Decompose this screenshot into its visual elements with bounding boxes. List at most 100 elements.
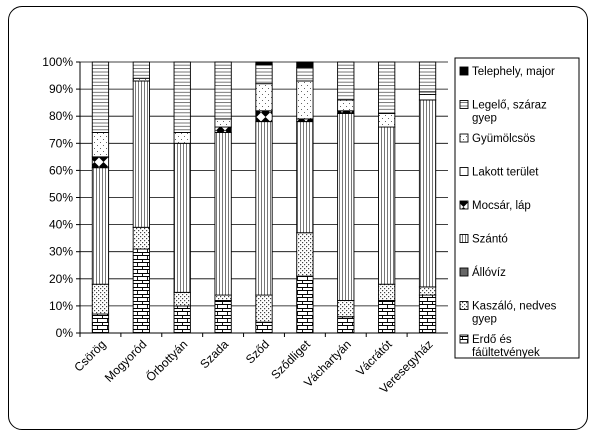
- legend-label: Erdő és fáültetvények: [472, 334, 540, 359]
- legend-swatch: [459, 133, 469, 143]
- legend-swatch: [459, 267, 469, 277]
- legend-swatch: [459, 334, 469, 344]
- bar-csorog: [91, 61, 110, 334]
- bar-segment-gyumolcsos: [214, 118, 232, 128]
- axes: [79, 62, 448, 334]
- x-tick-label: Mogyoród: [102, 337, 150, 385]
- bar-segment-legelo-szaraz-gyep: [378, 61, 396, 114]
- y-tick-label: 80%: [49, 109, 73, 123]
- legend-label: Telephely, major: [472, 66, 555, 78]
- legend-label: Gyümölcsös: [472, 133, 536, 145]
- bar-orbottyan: [173, 61, 191, 334]
- bar-segment-szanto: [91, 167, 110, 285]
- legend-entry-mocsar-lap: Mocsár, láp: [459, 200, 531, 212]
- legend-swatch: [459, 234, 469, 243]
- x-tick-label: Vácrátót: [353, 337, 395, 379]
- legend-entry-kaszalo-nedves-gyep: Kaszáló, nedves gyep: [459, 301, 557, 326]
- legend-label: Lakott terület: [472, 167, 539, 179]
- bar-segment-erdo-es-faultetvenyek: [255, 321, 273, 334]
- bar-vacratot: [378, 61, 396, 334]
- bar-segment-erdo-es-faultetvenyek: [91, 313, 110, 334]
- y-tick-label: 10%: [49, 299, 73, 313]
- y-tick-label: 20%: [49, 272, 73, 286]
- legend-label: Szántó: [472, 234, 508, 246]
- bar-segment-mocsar-lap: [255, 110, 273, 123]
- bar-segment-erdo-es-faultetvenyek: [296, 275, 314, 334]
- bar-segment-szanto: [296, 121, 314, 234]
- bar-szada: [214, 61, 232, 334]
- legend-entry-erdo-es-faultetvenyek: Erdő és fáültetvények: [459, 334, 540, 359]
- bar-segment-kaszalo-nedves-gyep: [132, 226, 150, 250]
- bar-szodliget: [296, 61, 314, 334]
- bar-segment-szanto: [132, 80, 150, 228]
- y-tick-label: 70%: [49, 136, 73, 150]
- legend-box: [454, 57, 580, 359]
- bar-segment-legelo-szaraz-gyep: [173, 61, 191, 133]
- bar-segment-kaszalo-nedves-gyep: [296, 232, 314, 277]
- legend-label: Kaszáló, nedves gyep: [472, 301, 557, 326]
- bar-segment-lakott-terulet: [418, 94, 437, 101]
- legend-entry-telephely-major: Telephely, major: [459, 66, 555, 78]
- bar-segment-szanto: [337, 113, 355, 301]
- bar-segment-kaszalo-nedves-gyep: [337, 300, 355, 318]
- legend: Telephely, major Legelő, száraz gyep Gyümöl…: [454, 57, 580, 359]
- bar-segment-gyumolcsos: [255, 83, 273, 112]
- bar-segment-erdo-es-faultetvenyek: [418, 294, 437, 334]
- bar-segment-gyumolcsos: [378, 113, 396, 128]
- legend-label: Állóvíz: [472, 266, 506, 279]
- bar-segment-mocsar-lap: [91, 156, 110, 169]
- bar-segment-szanto: [255, 121, 273, 296]
- bar-segment-legelo-szaraz-gyep: [255, 64, 273, 85]
- bar-veresegyhaz: [418, 61, 437, 334]
- bar-segment-telephely-major: [296, 61, 314, 68]
- bar-segment-legelo-szaraz-gyep: [418, 61, 437, 93]
- legend-swatch: [459, 100, 469, 109]
- bar-segment-kaszalo-nedves-gyep: [418, 286, 437, 296]
- bar-segment-erdo-es-faultetvenyek: [337, 316, 355, 334]
- x-tick-label: Szada: [197, 337, 231, 371]
- x-tick-label: Őrbottyán: [142, 337, 190, 385]
- legend-entry-lakott-terulet: Lakott terület: [459, 167, 539, 179]
- bar-segment-legelo-szaraz-gyep: [91, 61, 110, 133]
- bar-segment-legelo-szaraz-gyep: [214, 61, 232, 120]
- legend-entry-szanto: Szántó: [459, 234, 508, 246]
- y-tick-label: 100%: [42, 55, 73, 69]
- y-tick-label: 40%: [49, 218, 73, 232]
- bar-segment-kaszalo-nedves-gyep: [173, 291, 191, 307]
- bar-segment-gyumolcsos: [337, 99, 355, 112]
- y-tick-label: 50%: [49, 191, 73, 205]
- legend-entry-alloviz: Állóvíz: [459, 266, 506, 279]
- legend-swatch: [459, 200, 469, 210]
- legend-swatch: [459, 167, 469, 176]
- bar-segment-telephely-major: [255, 61, 273, 66]
- bar-segment-kaszalo-nedves-gyep: [91, 283, 110, 315]
- bar-segment-szanto: [173, 142, 191, 293]
- bar-segment-gyumolcsos: [296, 80, 314, 120]
- bar-mogyorod: [132, 61, 150, 334]
- y-tick-label: 90%: [49, 82, 73, 96]
- x-tick-label: Sződ: [243, 337, 272, 366]
- x-tick-label: Csörög: [71, 337, 108, 374]
- legend-swatch: [459, 301, 469, 310]
- bar-segment-kaszalo-nedves-gyep: [214, 294, 232, 301]
- legend-label: Legelő, száraz gyep: [472, 100, 547, 125]
- bar-segment-kaszalo-nedves-gyep: [378, 283, 396, 301]
- legend-swatch: [459, 66, 469, 76]
- bar-segment-legelo-szaraz-gyep: [296, 66, 314, 82]
- bar-segment-szanto: [378, 126, 396, 285]
- y-tick-label: 0%: [56, 326, 74, 340]
- legend-label: Mocsár, láp: [472, 200, 531, 212]
- bar-segment-kaszalo-nedves-gyep: [255, 294, 273, 323]
- bar-segment-erdo-es-faultetvenyek: [214, 300, 232, 334]
- bar-szod: [255, 61, 273, 334]
- bar-segment-legelo-szaraz-gyep: [337, 61, 355, 101]
- bar-segment-szanto: [418, 99, 437, 288]
- bar-segment-szanto: [214, 132, 232, 296]
- bar-segment-erdo-es-faultetvenyek: [173, 305, 191, 334]
- y-axis-ticks: 0% 10% 20% 30% 40% 50% 60% 70% 80% 90% 100%: [42, 55, 80, 340]
- bar-segment-mocsar-lap: [214, 126, 232, 133]
- bar-segment-gyumolcsos: [91, 132, 110, 158]
- bar-vachartyan: [337, 61, 355, 334]
